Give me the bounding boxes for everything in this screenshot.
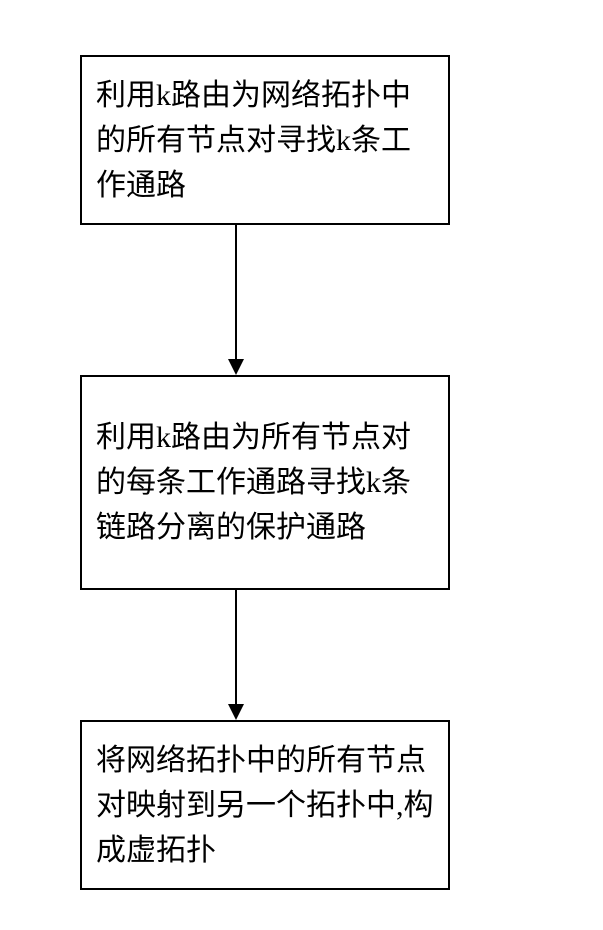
flowchart-canvas: 利用k路由为网络拓扑中的所有节点对寻找k条工作通路 利用k路由为所有节点对的每条… <box>0 0 603 930</box>
flow-node-step3-text: 将网络拓扑中的所有节点对映射到另一个拓扑中,构成虚拓扑 <box>96 738 434 873</box>
flow-edge-2-head <box>228 704 244 720</box>
flow-node-step3: 将网络拓扑中的所有节点对映射到另一个拓扑中,构成虚拓扑 <box>80 720 450 890</box>
flow-node-step2: 利用k路由为所有节点对的每条工作通路寻找k条链路分离的保护通路 <box>80 375 450 590</box>
flow-edge-1-head <box>228 359 244 375</box>
flow-edge-2-line <box>235 590 237 704</box>
flow-node-step2-text: 利用k路由为所有节点对的每条工作通路寻找k条链路分离的保护通路 <box>96 415 434 550</box>
flow-node-step1: 利用k路由为网络拓扑中的所有节点对寻找k条工作通路 <box>80 55 450 225</box>
flow-edge-1-line <box>235 225 237 359</box>
flow-node-step1-text: 利用k路由为网络拓扑中的所有节点对寻找k条工作通路 <box>96 73 434 208</box>
